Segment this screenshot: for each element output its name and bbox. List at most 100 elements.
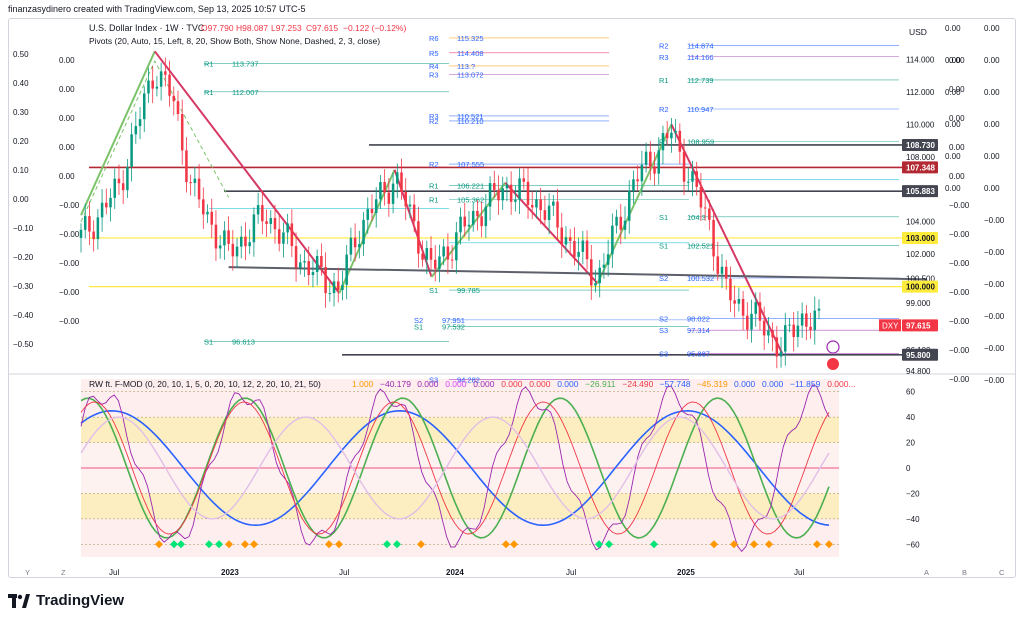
candle-body [493,183,496,190]
candle-body [387,192,391,204]
candle-body [733,300,736,304]
signal-marker [155,540,163,549]
pivot-label-value: 107.555 [457,160,484,169]
candle-body [299,262,302,268]
price-axis-label: 100.500 [906,275,935,284]
pivot-label-tag: R2 [429,160,439,169]
price-axis-label: 110.000 [906,120,935,129]
pivot-label-tag: S1 [429,286,438,295]
tradingview-logo-icon [8,593,30,608]
candle-body [632,179,635,191]
trend-line [393,169,433,278]
candle-body [463,216,467,227]
indicator-blue-line [80,409,830,527]
pivot-label-value: 112.739 [687,76,714,85]
candle-body [619,216,623,230]
candle-body [703,207,707,209]
left-scale2-label: −0.00 [59,230,80,239]
pivot-label-value: 116.762 [232,19,259,20]
candle-body [627,190,631,221]
candle-body [514,199,517,202]
right-scale-b-label: −0.00 [949,375,970,384]
candle-body [758,302,762,321]
ob-zone [81,379,839,418]
left-scale-label: 0.40 [13,79,29,88]
pivot-label-tag: R3 [659,53,669,62]
pivot-label-value: 99.785 [457,286,480,295]
candle-body [518,178,521,200]
currency-label: USD [909,27,927,37]
candle-body [96,217,100,240]
pivot-label-tag: S3 [659,326,668,335]
chart-canvas[interactable]: R2 116.762 R6 115.325 R5 114.408 R4 113.? R3 113.… [9,19,1015,577]
candle-body [678,130,682,152]
candle-body [526,181,530,205]
legend-open: O97.790 [201,23,234,33]
left-scale-label: 0.50 [13,50,29,59]
candle-body [476,210,479,217]
price-axis-label: 112.000 [906,88,935,97]
pivot-label-tag: R1 [429,196,439,205]
candle-body [762,320,766,336]
candle-body [391,183,395,204]
indicator-axis-label: 40 [906,413,915,422]
candle-body [720,266,724,274]
indicator-value: −40.179 [380,379,411,389]
pivot-label-tag: R1 [204,88,214,97]
price-badge-text: 105.883 [906,187,935,196]
right-scale-b-label: −0.00 [949,317,970,326]
legend-low: L97.253 [271,23,302,33]
candle-body [197,178,201,200]
time-axis-label: Jul [566,568,576,577]
candle-body [459,216,462,233]
pivot-label-value: 114.166 [687,53,714,62]
pivot-label-value: 110.521 [457,112,484,121]
candle-body [164,71,167,75]
pivot-label-tag: R4 [429,62,439,71]
candle-body [223,230,226,246]
pivot-label-tag: S3 [429,375,438,384]
candle-body [374,199,378,214]
candle-body [754,302,758,314]
pivot-label-tag: S2 [659,315,668,324]
time-axis-label: 2024 [446,568,464,577]
mid-scale-label: 0.00 [945,184,961,193]
price-badge-bg [902,185,938,198]
signal-marker [825,540,833,549]
indicator-value: −57.748 [660,379,691,389]
chart-header: finanzasydinero created with TradingView… [8,4,306,14]
right-scale-a-label: 0.00 [984,184,1000,193]
trend-line [504,182,599,285]
pivot-label-value: 94.282 [457,375,480,384]
indicator-axis-label: 0 [906,464,911,473]
candle-body [817,308,821,311]
candle-body [408,204,412,207]
tradingview-logo[interactable]: TradingView [8,592,124,609]
indicator-value: −45.319 [697,379,728,389]
candle-body [530,204,534,208]
indicator-value: 0.000 [734,379,756,389]
candle-body [602,264,606,268]
left-scale-label: 0.10 [13,166,29,175]
candle-body [741,299,745,316]
candle-body [657,150,661,174]
candle-body [784,325,787,352]
candle-body [109,197,112,208]
pivot-label-value: 100.532 [687,274,714,283]
time-axis-label: Jul [794,568,804,577]
candle-body [396,172,399,184]
trend-line [670,123,784,354]
pivot-label-value: 113.? [457,62,475,71]
indicator-green-line [80,397,830,539]
pivot-label-value: 95.887 [687,349,710,358]
price-badge-text: 107.348 [906,163,935,172]
candle-body [239,236,243,247]
signal-marker [325,540,333,549]
candle-body [341,284,344,291]
candle-body [159,71,163,87]
candle-body [290,223,294,247]
signal-marker [650,540,658,549]
price-badge-text: 100.000 [906,283,935,292]
right-scale-b-label: −0.00 [949,288,970,297]
left-scale2-label: −0.00 [59,317,80,326]
